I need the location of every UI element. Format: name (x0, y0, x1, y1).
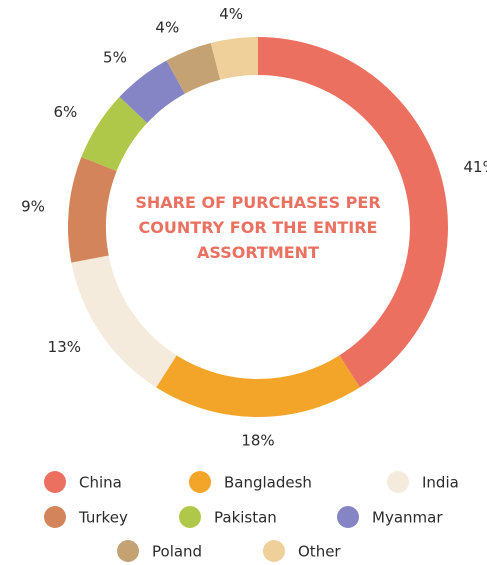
donut-slice (210, 37, 258, 80)
data-label: 9% (21, 197, 45, 215)
legend-swatch (179, 506, 201, 528)
legend-label: China (79, 474, 122, 492)
data-label: 4% (219, 5, 243, 23)
donut-slice (71, 255, 177, 388)
legend-label: India (422, 474, 459, 492)
donut-slice (119, 60, 185, 123)
donut-slice (258, 37, 449, 388)
legend-label: Pakistan (214, 509, 277, 527)
donut-slice (68, 157, 117, 263)
legend-label: Other (298, 543, 341, 561)
legend-label: Myanmar (372, 509, 443, 527)
data-label: 13% (48, 338, 81, 356)
legend-swatch (117, 540, 139, 562)
donut-slice (81, 96, 148, 172)
legend-label: Poland (152, 543, 202, 561)
data-label: 4% (155, 19, 179, 37)
chart-title: SHARE OF PURCHASES PER COUNTRY FOR THE E… (135, 193, 381, 262)
donut-slice (156, 355, 360, 417)
legend-swatch (189, 471, 211, 493)
legend-swatch (387, 471, 409, 493)
legend-swatch (337, 506, 359, 528)
legend-label: Turkey (78, 509, 128, 527)
data-label: 5% (103, 48, 127, 66)
data-label: 41% (464, 158, 487, 176)
data-label: 18% (241, 432, 274, 450)
legend-label: Bangladesh (224, 474, 312, 492)
legend-swatch (44, 471, 66, 493)
data-label: 6% (54, 103, 78, 121)
legend-swatch (44, 506, 66, 528)
legend-swatch (263, 540, 285, 562)
donut-slice (166, 42, 221, 94)
